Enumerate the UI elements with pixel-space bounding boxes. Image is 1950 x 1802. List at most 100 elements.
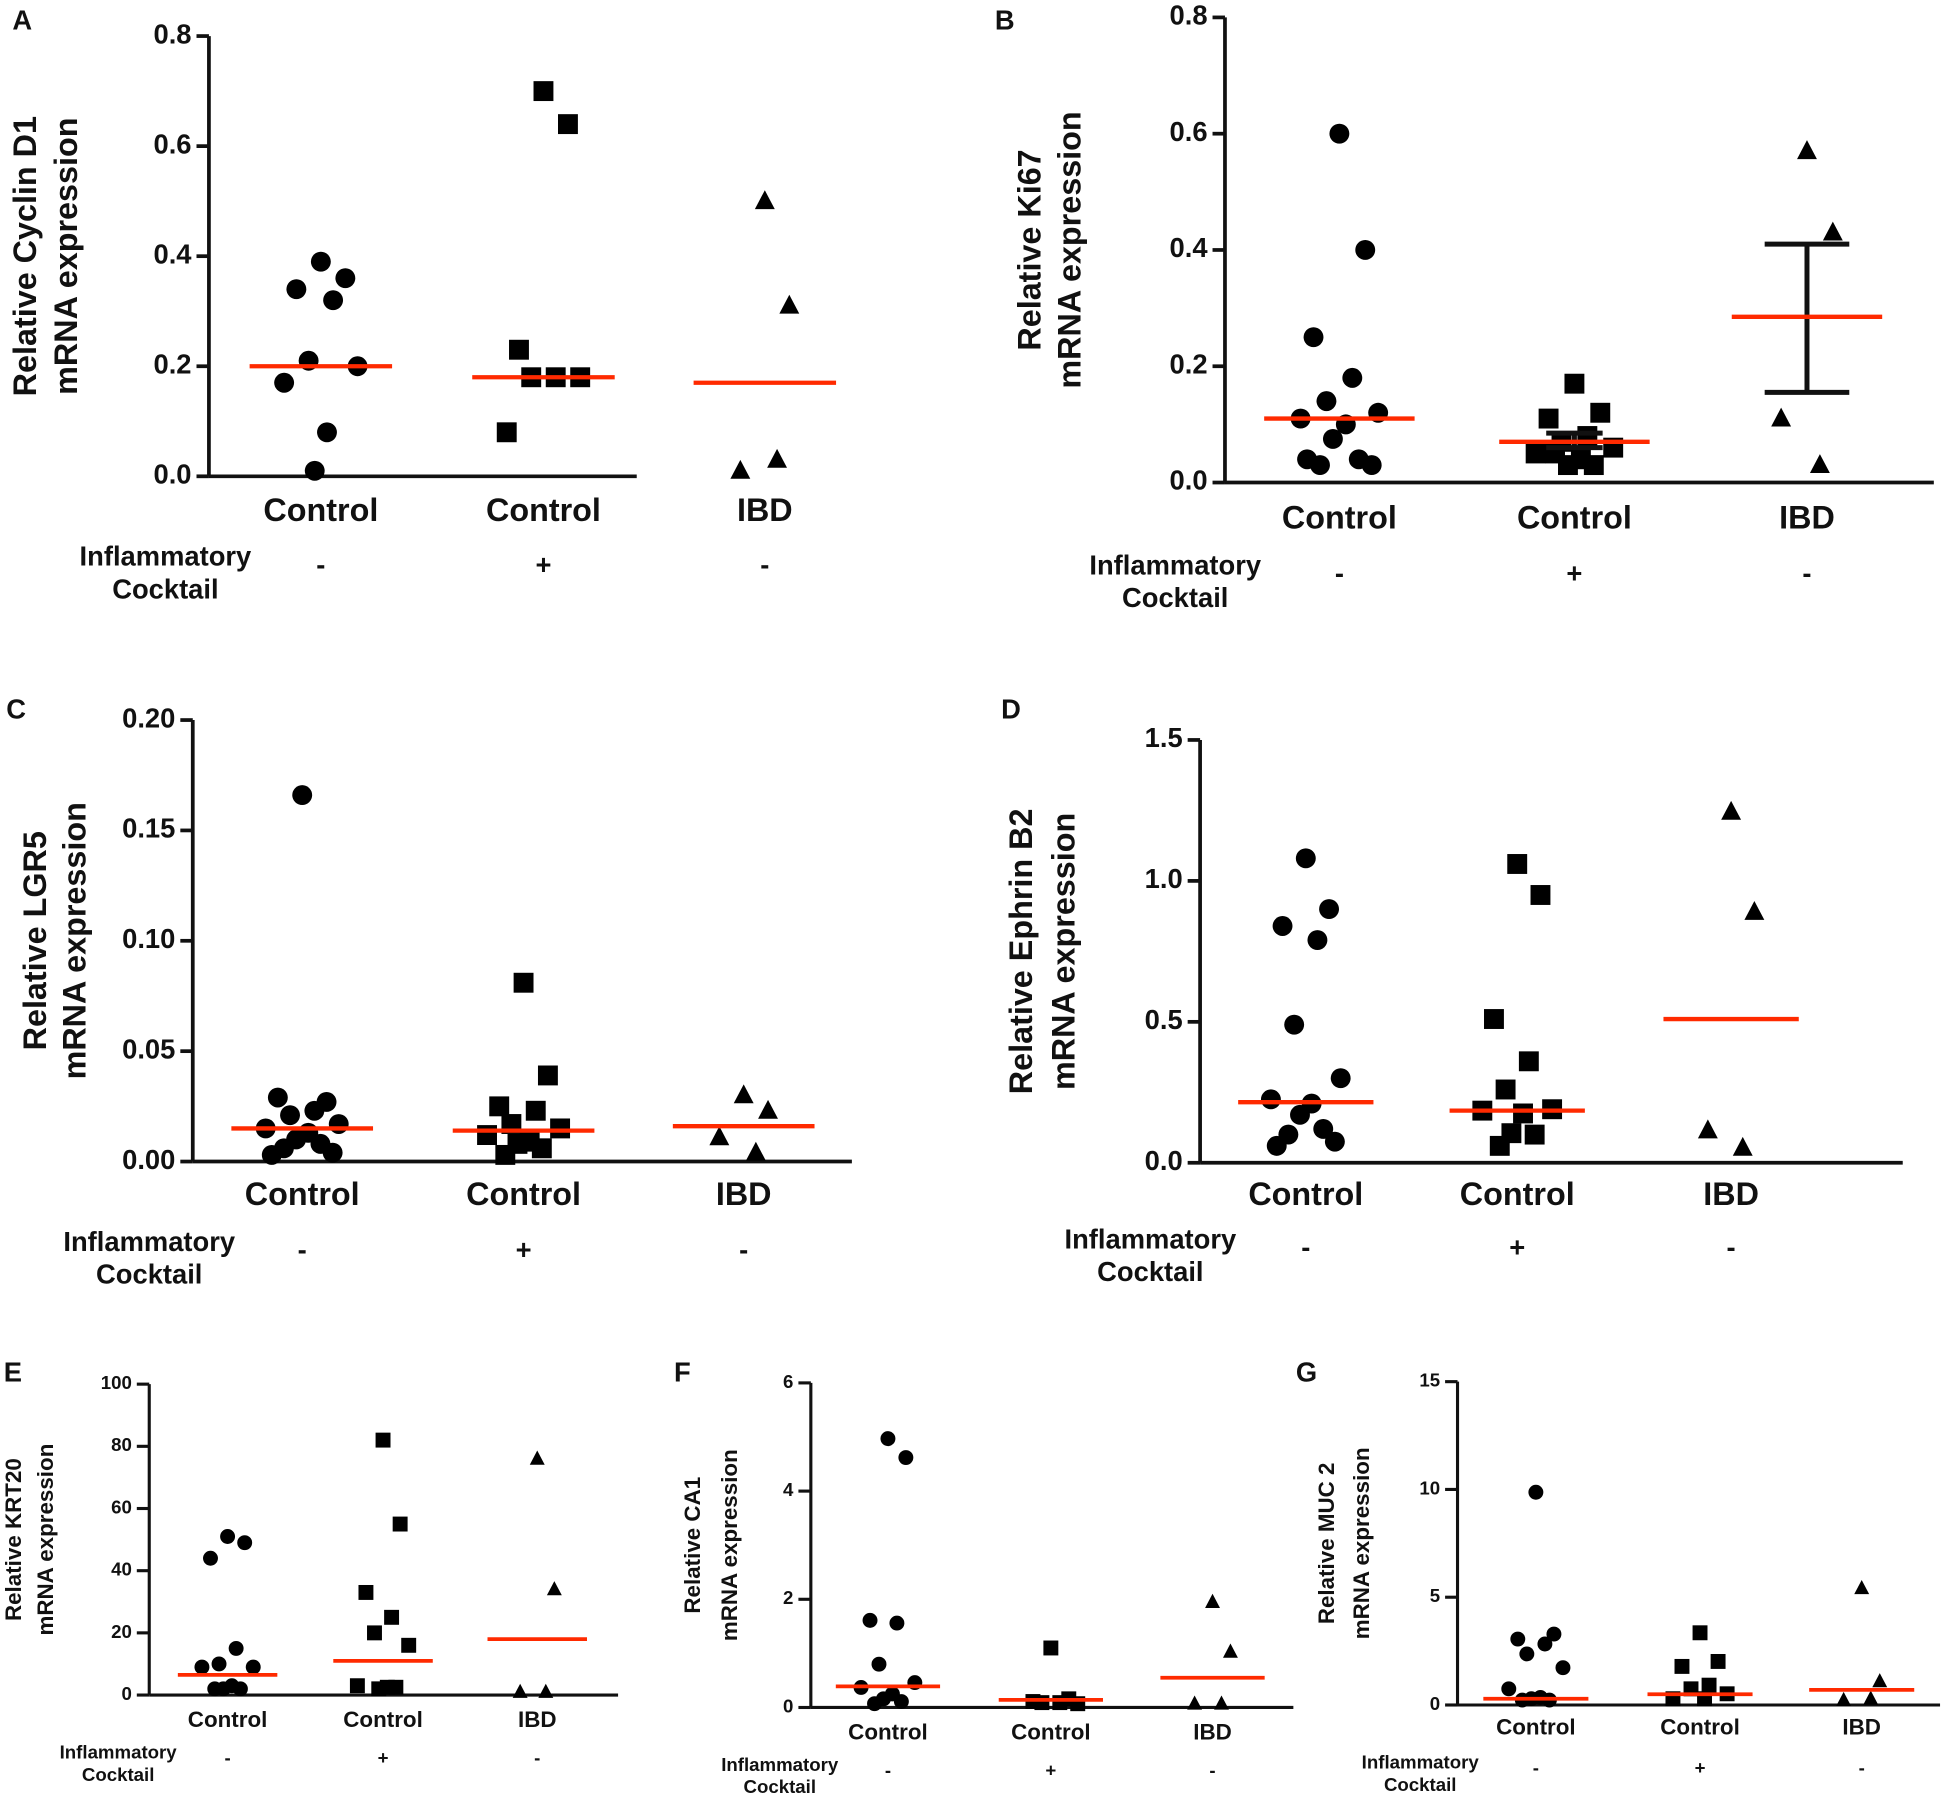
data-point bbox=[322, 1142, 343, 1163]
data-point bbox=[261, 1144, 282, 1165]
row-value: + bbox=[1566, 558, 1582, 589]
y-tick-label: 40 bbox=[111, 1559, 132, 1580]
data-point bbox=[1530, 885, 1551, 905]
data-point bbox=[1732, 1136, 1753, 1156]
y-tick-label: 0.10 bbox=[122, 923, 175, 954]
y-tick-label: 1.0 bbox=[1145, 863, 1183, 894]
x-tick-label: Control bbox=[1496, 1715, 1576, 1740]
data-point bbox=[1361, 455, 1382, 476]
y-axis-label: Relative Ki67 bbox=[1012, 149, 1048, 350]
data-point bbox=[862, 1612, 878, 1628]
x-tick-label: Control bbox=[188, 1707, 268, 1732]
data-point bbox=[733, 1084, 754, 1104]
row-value: - bbox=[1335, 558, 1344, 589]
y-tick-label: 0.20 bbox=[122, 702, 175, 733]
x-tick-label: Control bbox=[848, 1720, 928, 1745]
y-tick-label: 0.8 bbox=[1170, 0, 1208, 31]
x-tick-label: Control bbox=[466, 1176, 581, 1212]
y-tick-label: 60 bbox=[111, 1496, 132, 1517]
row-value: - bbox=[316, 549, 325, 580]
data-point bbox=[730, 459, 751, 479]
y-axis-label: mRNA expression bbox=[1045, 813, 1081, 1090]
y-tick-label: 20 bbox=[111, 1621, 132, 1642]
panel-letter: D bbox=[1001, 694, 1021, 725]
data-point bbox=[550, 1118, 571, 1139]
data-point bbox=[323, 290, 344, 311]
panel-letter: E bbox=[4, 1356, 22, 1387]
data-point bbox=[1513, 1103, 1533, 1124]
y-tick-label: 0.4 bbox=[154, 238, 193, 269]
row-label: Cocktail bbox=[112, 573, 218, 604]
data-point bbox=[1272, 916, 1293, 936]
x-tick-label: Control bbox=[1282, 499, 1397, 535]
data-point bbox=[1043, 1640, 1059, 1656]
data-point bbox=[1214, 1695, 1229, 1710]
data-point bbox=[304, 1100, 325, 1121]
x-tick-label: IBD bbox=[518, 1707, 557, 1732]
data-point bbox=[384, 1609, 400, 1625]
data-point bbox=[767, 448, 788, 468]
data-point bbox=[194, 1659, 210, 1675]
data-point bbox=[203, 1550, 218, 1566]
data-point bbox=[245, 1659, 261, 1675]
data-point bbox=[1528, 1484, 1544, 1500]
panel-letter: G bbox=[1296, 1356, 1317, 1387]
row-value: + bbox=[1695, 1757, 1706, 1778]
row-value: - bbox=[1533, 1757, 1539, 1778]
data-point bbox=[207, 1681, 223, 1697]
panel-letter: B bbox=[995, 5, 1015, 36]
y-axis-label: Relative LGR5 bbox=[17, 831, 53, 1050]
y-axis-label: Relative MUC 2 bbox=[1314, 1462, 1339, 1624]
data-point bbox=[317, 422, 337, 443]
y-axis-label: Relative KRT20 bbox=[1, 1458, 26, 1621]
row-value: + bbox=[1045, 1759, 1056, 1780]
row-value: - bbox=[760, 549, 769, 580]
panel-letter: A bbox=[12, 5, 32, 36]
row-label: Cocktail bbox=[82, 1764, 155, 1785]
data-point bbox=[880, 1431, 896, 1447]
y-tick-label: 0.5 bbox=[1145, 1004, 1183, 1035]
data-point bbox=[889, 1615, 905, 1631]
data-point bbox=[758, 1099, 778, 1119]
row-value: - bbox=[298, 1234, 307, 1265]
x-tick-label: IBD bbox=[1193, 1720, 1232, 1745]
row-value: - bbox=[1727, 1232, 1736, 1263]
y-axis-label: mRNA expression bbox=[57, 802, 93, 1079]
data-point bbox=[1538, 408, 1559, 429]
data-point bbox=[1319, 899, 1340, 920]
y-tick-label: 0.0 bbox=[154, 459, 192, 490]
data-point bbox=[512, 1683, 528, 1698]
data-point bbox=[867, 1696, 882, 1712]
data-point bbox=[328, 1114, 349, 1134]
x-tick-label: IBD bbox=[737, 492, 793, 528]
y-tick-label: 0.6 bbox=[1170, 116, 1208, 147]
x-tick-label: IBD bbox=[716, 1176, 772, 1212]
data-point bbox=[495, 1144, 516, 1165]
y-axis-label: mRNA expression bbox=[33, 1444, 58, 1636]
y-tick-label: 5 bbox=[1430, 1585, 1440, 1606]
data-point bbox=[898, 1450, 914, 1466]
y-tick-label: 0 bbox=[1430, 1693, 1440, 1714]
row-value: + bbox=[535, 549, 551, 580]
data-point bbox=[392, 1516, 408, 1532]
y-axis-label: Relative CA1 bbox=[680, 1477, 705, 1614]
data-point bbox=[1701, 1677, 1717, 1693]
data-point bbox=[709, 1126, 730, 1146]
data-point bbox=[546, 1581, 562, 1596]
data-point bbox=[1489, 1135, 1510, 1156]
row-label: Cocktail bbox=[1384, 1774, 1457, 1795]
data-point bbox=[237, 1535, 253, 1551]
data-point bbox=[228, 1640, 244, 1656]
row-label: Cocktail bbox=[743, 1776, 816, 1797]
data-point bbox=[477, 1125, 497, 1145]
data-point bbox=[1507, 854, 1528, 874]
data-point bbox=[1710, 1653, 1726, 1669]
data-point bbox=[496, 422, 517, 443]
y-tick-label: 0.05 bbox=[122, 1033, 175, 1064]
data-point bbox=[531, 1138, 552, 1159]
data-point bbox=[1525, 443, 1546, 464]
data-point bbox=[1524, 1124, 1545, 1145]
data-point bbox=[1295, 848, 1316, 869]
data-point bbox=[1546, 1626, 1562, 1642]
row-label: Cocktail bbox=[96, 1259, 202, 1290]
